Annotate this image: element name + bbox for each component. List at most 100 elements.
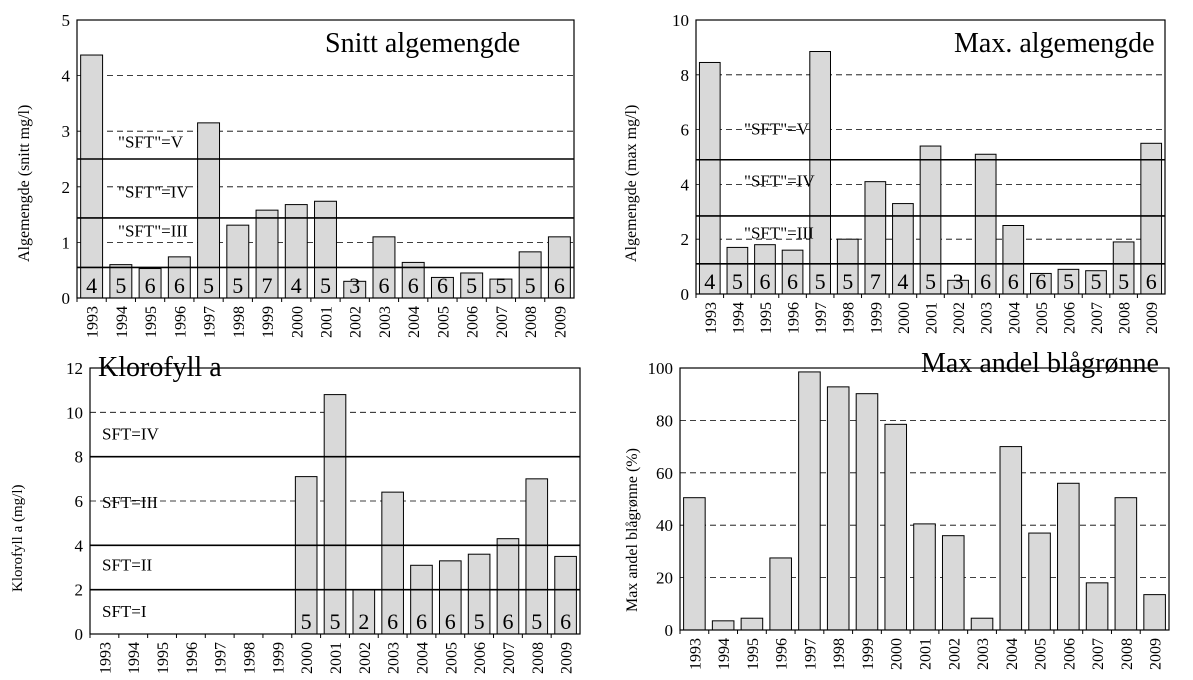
x-tick-label: 2009 (559, 642, 576, 674)
y-axis-label: Algemengde (max mg/l) (623, 104, 640, 262)
y-tick-label: 10 (672, 11, 689, 30)
y-axis-label: Algemengde (snitt mg/l) (16, 104, 33, 262)
x-tick-label: 2007 (1089, 302, 1106, 334)
bar (941, 535, 965, 631)
x-tick-label: 2000 (889, 638, 906, 670)
x-tick-label: 2000 (289, 306, 306, 338)
sample-count-label: 6 (759, 269, 770, 294)
plot-frame (679, 367, 1170, 631)
sample-count-label: 6 (502, 609, 513, 634)
sample-count-label: 5 (203, 273, 214, 298)
sample-count-label: 5 (525, 273, 536, 298)
bar (197, 122, 221, 299)
y-tick-label: 0 (62, 289, 71, 308)
sample-count-label: 4 (86, 273, 97, 298)
x-tick-label: 1994 (114, 306, 131, 338)
x-tick-label: 1996 (184, 642, 201, 674)
bar (323, 394, 347, 635)
x-tick-label: 1993 (703, 302, 720, 334)
x-tick-label: 2008 (1117, 302, 1134, 334)
y-tick-label: 2 (75, 581, 84, 600)
plot-frame (76, 19, 575, 299)
sample-count-label: 2 (358, 609, 369, 634)
bar (1028, 532, 1051, 631)
sample-count-label: 7 (870, 269, 881, 294)
sample-count-label: 6 (1008, 269, 1019, 294)
threshold-label: SFT=IV (102, 425, 160, 444)
x-tick-label: 1996 (774, 638, 791, 670)
sample-count-label: 3 (953, 269, 964, 294)
y-tick-label: 12 (66, 359, 83, 378)
chart-title: Max. algemengde (954, 28, 1155, 59)
sample-count-label: 5 (301, 609, 312, 634)
y-tick-label: 5 (62, 11, 71, 30)
y-tick-label: 10 (66, 403, 83, 422)
x-tick-label: 2007 (501, 642, 518, 674)
y-tick-label: 6 (681, 121, 690, 140)
bar (80, 54, 104, 299)
bar (1057, 482, 1080, 631)
x-tick-label: 1995 (745, 638, 762, 670)
sample-count-label: 6 (787, 269, 798, 294)
threshold-label: "SFT"=III (744, 224, 814, 243)
y-tick-label: 40 (656, 516, 673, 535)
bar (855, 393, 879, 631)
y-tick-label: 8 (681, 66, 690, 85)
x-tick-label: 2006 (472, 642, 489, 674)
y-tick-label: 4 (75, 536, 84, 555)
sample-count-label: 5 (320, 273, 331, 298)
x-tick-label: 2005 (435, 306, 452, 338)
x-tick-label: 1998 (231, 306, 248, 338)
x-tick-label: 2004 (1006, 302, 1023, 334)
y-tick-label: 0 (681, 285, 690, 304)
sample-count-label: 4 (897, 269, 908, 294)
sample-count-label: 6 (378, 273, 389, 298)
x-tick-label: 2005 (443, 642, 460, 674)
x-tick-label: 1996 (786, 302, 803, 334)
sample-count-label: 5 (1118, 269, 1129, 294)
chart-max-algemengde: 0 2 4 6 8 10 "SFT"=V "SFT"=IV "SFT"=III 4 5 6 6 5 5 7 4 5… (596, 0, 1193, 340)
chart-svg: 0 20 40 60 80 100 1993 1994 1995 1996 1997 1998 1999… (648, 359, 1170, 670)
x-tick-label: 2007 (494, 306, 511, 338)
x-tick-label: 1995 (143, 306, 160, 338)
bar (740, 617, 764, 631)
threshold-label: "SFT"=III (118, 221, 188, 240)
sample-count-label: 5 (732, 269, 743, 294)
bar (711, 620, 735, 631)
x-tick-label: 1996 (172, 306, 189, 338)
bar (1114, 497, 1138, 631)
chart-max-andel-blagronne: 0 20 40 60 80 100 1993 1994 1995 1996 1997 1998 1999… (596, 340, 1193, 680)
bar (999, 446, 1023, 631)
y-tick-label: 8 (75, 448, 84, 467)
sample-count-label: 3 (349, 273, 360, 298)
x-tick-label: 1999 (270, 642, 287, 674)
y-tick-label: 4 (681, 175, 690, 194)
x-tick-label: 1994 (730, 302, 747, 334)
x-tick-label: 2003 (979, 302, 996, 334)
x-tick-label: 2000 (896, 302, 913, 334)
x-tick-label: 2004 (1004, 638, 1021, 670)
x-tick-label: 1999 (260, 306, 277, 338)
bar (769, 557, 792, 631)
x-tick-label: 2002 (348, 306, 365, 338)
sample-count-label: 5 (115, 273, 126, 298)
sample-count-label: 6 (1146, 269, 1157, 294)
sample-count-label: 6 (554, 273, 565, 298)
sample-count-label: 5 (232, 273, 243, 298)
threshold-label: "SFT"=V (118, 132, 184, 151)
plot-frame (695, 19, 1166, 295)
x-tick-label: 2006 (465, 306, 482, 338)
x-tick-label: 2002 (946, 638, 963, 670)
y-tick-label: 0 (665, 621, 674, 640)
x-tick-label: 2001 (924, 302, 941, 334)
sample-count-label: 6 (980, 269, 991, 294)
x-tick-label: 2000 (299, 642, 316, 674)
sample-count-label: 4 (704, 269, 715, 294)
x-tick-label: 2006 (1061, 302, 1078, 334)
sample-count-label: 6 (1035, 269, 1046, 294)
chart-klorofyll-a: 0 2 4 6 8 10 12 SFT=IV SFT=III SFT=II SFT=I 5 5 2 6 6 6 5… (0, 340, 596, 680)
sample-count-label: 6 (387, 609, 398, 634)
x-tick-label: 2008 (530, 642, 547, 674)
